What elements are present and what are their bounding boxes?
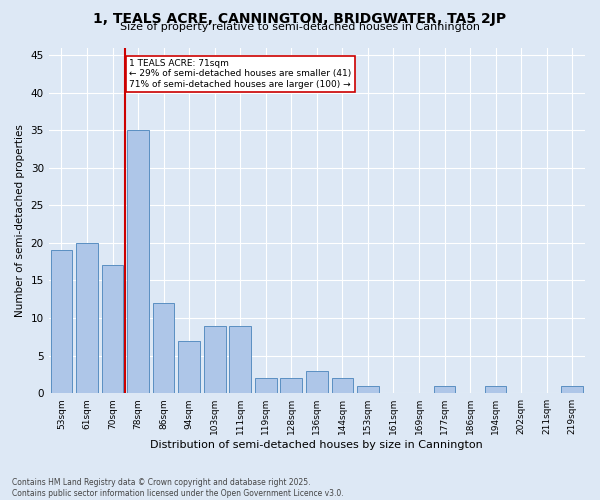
Bar: [127, 130, 149, 393]
Bar: [229, 326, 251, 393]
Bar: [562, 386, 583, 393]
Bar: [280, 378, 302, 393]
Bar: [178, 340, 200, 393]
Bar: [306, 370, 328, 393]
Bar: [332, 378, 353, 393]
Text: Contains HM Land Registry data © Crown copyright and database right 2025.
Contai: Contains HM Land Registry data © Crown c…: [12, 478, 344, 498]
Bar: [204, 326, 226, 393]
Bar: [153, 303, 175, 393]
Bar: [357, 386, 379, 393]
Y-axis label: Number of semi-detached properties: Number of semi-detached properties: [15, 124, 25, 317]
Bar: [101, 266, 124, 393]
Text: 1 TEALS ACRE: 71sqm
← 29% of semi-detached houses are smaller (41)
71% of semi-d: 1 TEALS ACRE: 71sqm ← 29% of semi-detach…: [129, 59, 352, 88]
Bar: [50, 250, 72, 393]
Bar: [255, 378, 277, 393]
X-axis label: Distribution of semi-detached houses by size in Cannington: Distribution of semi-detached houses by …: [151, 440, 483, 450]
Text: Size of property relative to semi-detached houses in Cannington: Size of property relative to semi-detach…: [120, 22, 480, 32]
Bar: [434, 386, 455, 393]
Bar: [485, 386, 506, 393]
Bar: [76, 243, 98, 393]
Text: 1, TEALS ACRE, CANNINGTON, BRIDGWATER, TA5 2JP: 1, TEALS ACRE, CANNINGTON, BRIDGWATER, T…: [94, 12, 506, 26]
